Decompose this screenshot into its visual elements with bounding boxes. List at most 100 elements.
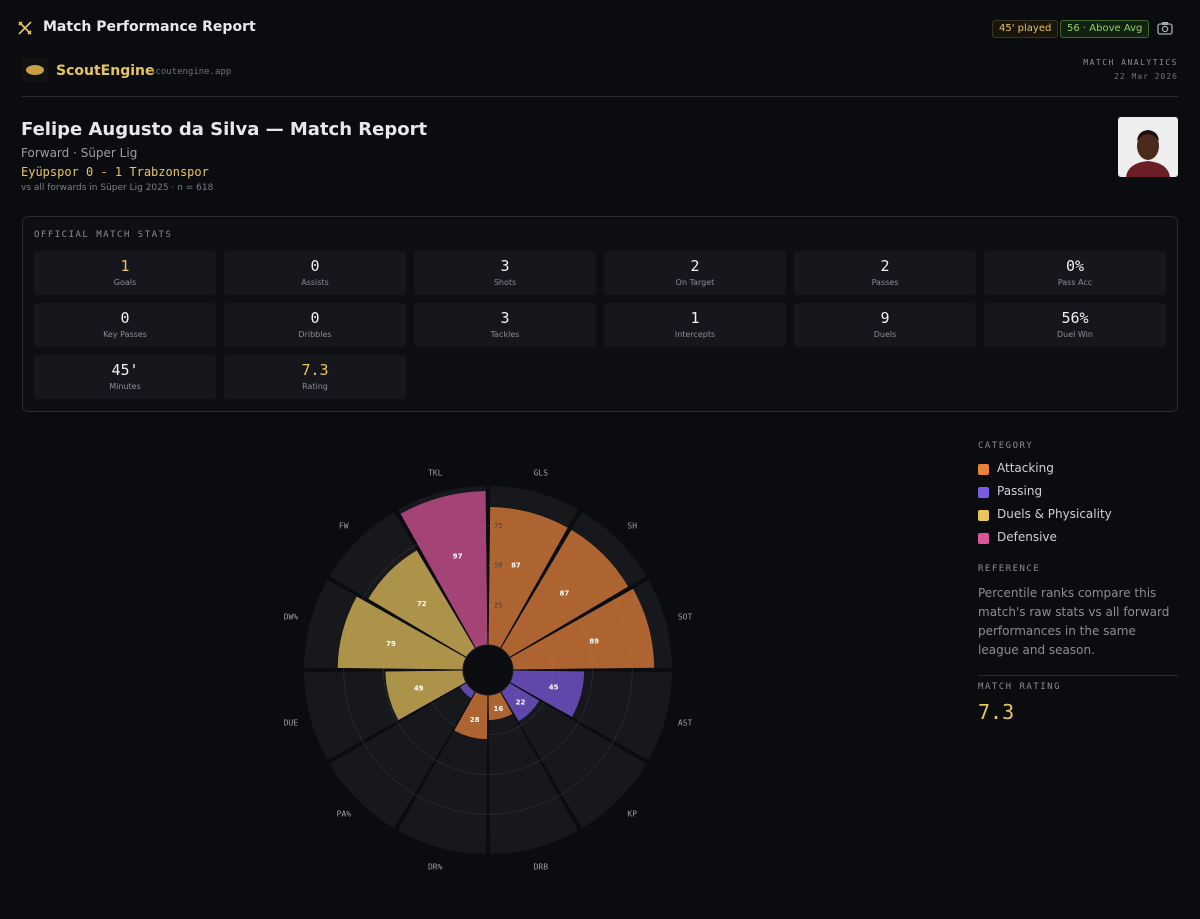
stat-label: Key Passes bbox=[103, 330, 147, 339]
stat-label: Tackles bbox=[490, 330, 520, 339]
category-label: PA% bbox=[337, 810, 352, 819]
brand-url: scoutengine.app bbox=[150, 67, 232, 77]
slice-background bbox=[329, 682, 476, 829]
legend-swatch bbox=[978, 533, 989, 544]
legend-label: Duels & Physicality bbox=[997, 507, 1112, 521]
stat-label: Pass Acc bbox=[1057, 278, 1093, 287]
value-label: 87 bbox=[511, 562, 521, 570]
category-label: KP bbox=[627, 810, 637, 819]
stat-value: 0 bbox=[120, 309, 130, 327]
match-score: Eyüpspor 0 - 1 Trabzonspor bbox=[21, 165, 209, 179]
category-label: DRB bbox=[534, 863, 549, 872]
stat-value: 3 bbox=[500, 309, 510, 327]
stat-cell: 0 Assists bbox=[224, 251, 406, 295]
divider bbox=[22, 96, 1178, 97]
section-label: MATCH ANALYTICS bbox=[1083, 58, 1178, 67]
brand-logo bbox=[22, 58, 48, 82]
pizza-chart: 25 50 75 87 GLS 87 SH 89 SOT 45 AST 22 KP 16 DRB 28 DR% P… bbox=[284, 468, 693, 872]
stat-label: Assists bbox=[301, 278, 329, 287]
player-position: Forward · Süper Lig bbox=[21, 146, 138, 160]
category-label: GLS bbox=[534, 468, 549, 477]
reference-text: Percentile ranks compare this match's ra… bbox=[978, 586, 1170, 657]
grid-ring bbox=[343, 525, 633, 815]
value-label: 22 bbox=[516, 699, 526, 707]
category-label: SOT bbox=[678, 613, 693, 622]
rating-title: MATCH RATING bbox=[978, 682, 1062, 692]
ring-label: 75 bbox=[494, 522, 502, 530]
app-title: Match Performance Report bbox=[43, 19, 256, 35]
stat-label: On Target bbox=[675, 278, 715, 287]
stat-value: 3 bbox=[500, 257, 510, 275]
app-icon bbox=[18, 21, 32, 35]
stat-cell: 0% Pass Acc bbox=[984, 251, 1166, 295]
category-label: SH bbox=[627, 521, 637, 530]
stat-value: 0 bbox=[310, 257, 320, 275]
stat-label: Goals bbox=[113, 278, 137, 287]
category-label: FW bbox=[339, 521, 349, 530]
legend-label: Defensive bbox=[997, 530, 1057, 544]
badge: 56 · Above Avg bbox=[1060, 20, 1150, 38]
legend-label: Attacking bbox=[997, 461, 1054, 475]
stat-cell: 3 Shots bbox=[414, 251, 596, 295]
grid-ring bbox=[383, 565, 593, 775]
stat-label: Duels bbox=[873, 330, 897, 339]
player-photo bbox=[1118, 117, 1178, 177]
value-label: 79 bbox=[386, 640, 396, 648]
slice-background bbox=[500, 682, 647, 829]
brand-name: ScoutEngine bbox=[56, 63, 155, 79]
ring-label: 50 bbox=[494, 562, 502, 570]
stat-cell: 56% Duel Win bbox=[984, 303, 1166, 347]
category-label: DR% bbox=[428, 863, 443, 872]
stat-cell: 2 Passes bbox=[794, 251, 976, 295]
stat-value: 1 bbox=[690, 309, 700, 327]
stat-label: Rating bbox=[302, 382, 328, 391]
stat-cell: 45' Minutes bbox=[34, 355, 216, 399]
stat-value: 0 bbox=[310, 309, 320, 327]
stat-cell: 2 On Target bbox=[604, 251, 786, 295]
stat-value: 9 bbox=[880, 309, 890, 327]
stat-value: 56% bbox=[1061, 309, 1089, 327]
divider bbox=[978, 675, 1178, 676]
stat-value: 7.3 bbox=[301, 361, 329, 379]
grid-ring bbox=[422, 604, 554, 736]
legend-swatch bbox=[978, 487, 989, 498]
value-label: 72 bbox=[417, 600, 427, 608]
legend-swatch bbox=[978, 510, 989, 521]
camera-button[interactable] bbox=[1157, 20, 1173, 36]
center-hole bbox=[462, 644, 514, 696]
legend-title: CATEGORY bbox=[978, 441, 1034, 451]
stat-value: 2 bbox=[880, 257, 890, 275]
category-label: TKL bbox=[428, 468, 443, 477]
category-label: DW% bbox=[284, 613, 299, 622]
stat-cell: 1 Intercepts bbox=[604, 303, 786, 347]
stat-label: Intercepts bbox=[674, 330, 716, 339]
stat-label: Dribbles bbox=[298, 330, 332, 339]
player-title: Felipe Augusto da Silva — Match Report bbox=[21, 119, 428, 140]
stat-label: Shots bbox=[493, 278, 517, 287]
value-label: 89 bbox=[589, 638, 599, 646]
stat-cell: 0 Key Passes bbox=[34, 303, 216, 347]
stat-cell: 3 Tackles bbox=[414, 303, 596, 347]
category-label: DUE bbox=[284, 718, 299, 727]
report-date: 22 Mar 2026 bbox=[1114, 72, 1178, 81]
stat-value: 2 bbox=[690, 257, 700, 275]
value-label: 49 bbox=[414, 685, 424, 693]
legend-label: Passing bbox=[997, 484, 1043, 498]
value-label: 87 bbox=[559, 590, 569, 598]
value-label: 28 bbox=[470, 716, 480, 724]
rating-value: 7.3 bbox=[978, 700, 1015, 724]
stat-value: 0% bbox=[1065, 257, 1085, 275]
stats-title: OFFICIAL MATCH STATS bbox=[34, 230, 173, 240]
stat-cell: 7.3 Rating bbox=[224, 355, 406, 399]
comparison: vs all forwards in Süper Lig 2025 · n = … bbox=[21, 183, 214, 193]
slice-background bbox=[488, 691, 579, 854]
stat-cell: 9 Duels bbox=[794, 303, 976, 347]
stat-value: 1 bbox=[120, 257, 130, 275]
stat-cell: 1 Goals bbox=[34, 251, 216, 295]
reference-title: REFERENCE bbox=[978, 564, 1041, 574]
stat-cell: 0 Dribbles bbox=[224, 303, 406, 347]
ring-label: 25 bbox=[494, 601, 502, 609]
stat-value: 45' bbox=[111, 361, 139, 379]
legend-swatch bbox=[978, 464, 989, 475]
